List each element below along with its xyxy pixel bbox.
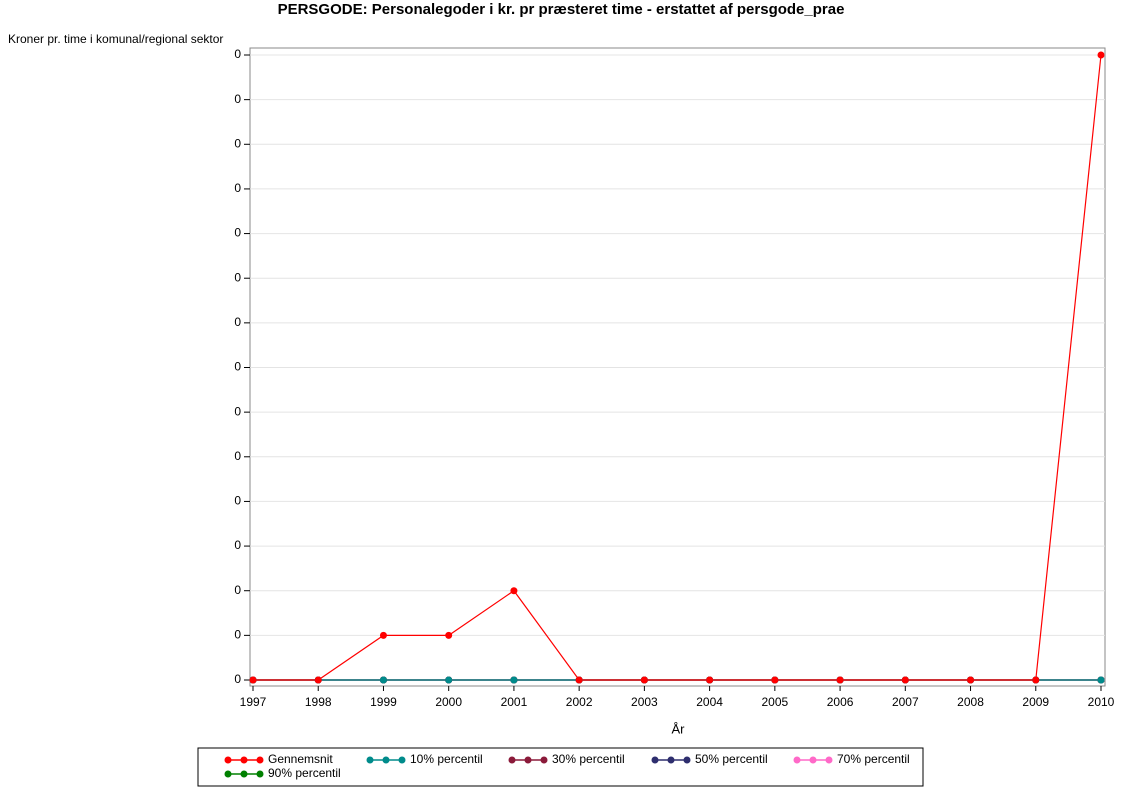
- y-tick-label: 0: [234, 583, 241, 597]
- chart-title: PERSGODE: Personalegoder i kr. pr præste…: [278, 1, 845, 18]
- y-tick-label: 0: [234, 360, 241, 374]
- y-tick-label: 0: [234, 449, 241, 463]
- x-tick-label: 2006: [827, 695, 854, 709]
- data-point: [967, 676, 975, 684]
- x-tick-label: 2010: [1088, 695, 1115, 709]
- y-tick-label: 0: [234, 136, 241, 150]
- legend-label: 30% percentil: [552, 752, 625, 766]
- legend-marker: [809, 756, 817, 764]
- x-axis-label: År: [672, 721, 686, 736]
- data-point: [640, 676, 648, 684]
- legend-marker: [240, 756, 248, 764]
- x-tick-label: 2009: [1022, 695, 1049, 709]
- x-tick-label: 1998: [305, 695, 332, 709]
- legend-marker: [256, 756, 264, 764]
- x-tick-label: 2002: [566, 695, 593, 709]
- data-point: [510, 676, 518, 684]
- y-tick-label: 0: [234, 672, 241, 686]
- x-tick-label: 2004: [696, 695, 723, 709]
- data-point: [510, 587, 518, 595]
- x-tick-label: 2001: [501, 695, 528, 709]
- legend-marker: [398, 756, 406, 764]
- legend-label: 90% percentil: [268, 766, 341, 780]
- x-tick-label: 2003: [631, 695, 658, 709]
- y-axis-label: Kroner pr. time i komunal/regional sekto…: [8, 32, 223, 46]
- data-point: [706, 676, 714, 684]
- legend-marker: [224, 770, 232, 778]
- x-tick-label: 1999: [370, 695, 397, 709]
- data-point: [901, 676, 909, 684]
- legend-marker: [793, 756, 801, 764]
- legend-marker: [382, 756, 390, 764]
- legend-label: 10% percentil: [410, 752, 483, 766]
- legend-marker: [825, 756, 833, 764]
- legend-marker: [240, 770, 248, 778]
- legend-label: Gennemsnit: [268, 752, 333, 766]
- y-tick-label: 0: [234, 494, 241, 508]
- y-tick-label: 0: [234, 628, 241, 642]
- y-tick-label: 0: [234, 270, 241, 284]
- y-tick-label: 0: [234, 47, 241, 61]
- data-point: [575, 676, 583, 684]
- legend-marker: [256, 770, 264, 778]
- data-point: [445, 676, 453, 684]
- legend-marker: [508, 756, 516, 764]
- y-tick-label: 0: [234, 538, 241, 552]
- x-tick-label: 2007: [892, 695, 919, 709]
- y-tick-label: 0: [234, 92, 241, 106]
- x-tick-label: 1997: [240, 695, 267, 709]
- legend-label: 70% percentil: [837, 752, 910, 766]
- y-tick-label: 0: [234, 315, 241, 329]
- data-point: [1097, 51, 1105, 59]
- y-tick-label: 0: [234, 226, 241, 240]
- legend-label: 50% percentil: [695, 752, 768, 766]
- legend-marker: [667, 756, 675, 764]
- legend-marker: [524, 756, 532, 764]
- x-tick-label: 2005: [761, 695, 788, 709]
- data-point: [771, 676, 779, 684]
- y-tick-label: 0: [234, 181, 241, 195]
- data-point: [1032, 676, 1040, 684]
- data-point: [379, 631, 387, 639]
- series-line: [253, 54, 1102, 681]
- data-point: [314, 676, 322, 684]
- y-tick-label: 0: [234, 404, 241, 418]
- legend-marker: [683, 756, 691, 764]
- legend-marker: [651, 756, 659, 764]
- data-point: [249, 676, 257, 684]
- data-point: [836, 676, 844, 684]
- data-point: [445, 631, 453, 639]
- data-point: [1097, 676, 1105, 684]
- x-tick-label: 2008: [957, 695, 984, 709]
- legend-box: [197, 747, 924, 787]
- legend-marker: [366, 756, 374, 764]
- legend-marker: [540, 756, 548, 764]
- data-point: [379, 676, 387, 684]
- x-tick-label: 2000: [435, 695, 462, 709]
- legend-marker: [224, 756, 232, 764]
